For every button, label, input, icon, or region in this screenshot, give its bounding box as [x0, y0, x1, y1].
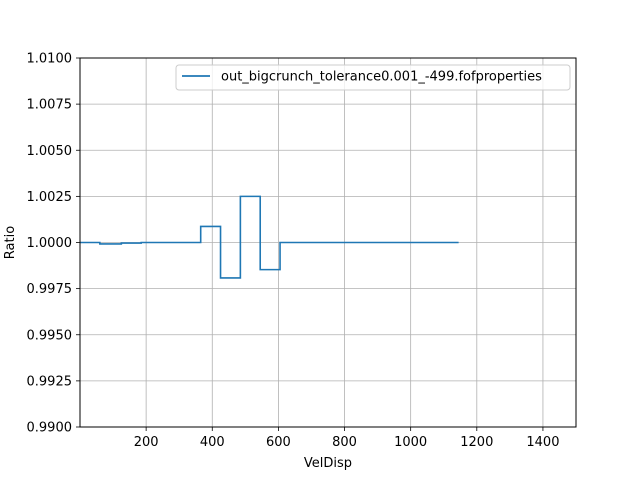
- y-tick-label: 0.9925: [27, 374, 73, 389]
- x-tick-label: 1000: [394, 435, 427, 450]
- x-tick-label: 600: [266, 435, 291, 450]
- legend-entry: out_bigcrunch_tolerance0.001_-499.fofpro…: [221, 70, 542, 85]
- y-tick-label: 1.0050: [27, 144, 73, 159]
- legend: out_bigcrunch_tolerance0.001_-499.fofpro…: [175, 64, 571, 91]
- y-tick-label: 0.9950: [27, 328, 73, 343]
- y-tick-label: 1.0025: [27, 190, 73, 205]
- series-line: [80, 195, 459, 279]
- y-tick-label: 0.9975: [27, 282, 73, 297]
- series-line-group: [80, 195, 459, 279]
- x-axis-label: VelDisp: [304, 456, 352, 471]
- y-tick-label: 1.0000: [27, 236, 73, 251]
- x-tick-label: 1200: [460, 435, 493, 450]
- legend-box: [175, 64, 571, 91]
- ticks: 200 400 600 800 1000 1200 1400 0.9900 0.9925 0.99…: [27, 52, 560, 451]
- y-tick-label: 1.0075: [27, 98, 73, 113]
- y-axis-label: Ratio: [3, 226, 18, 259]
- y-tick-label: 0.9900: [27, 421, 73, 436]
- y-tick-label: 1.0100: [27, 52, 73, 67]
- x-tick-label: 800: [332, 435, 357, 450]
- x-tick-label: 1400: [526, 435, 559, 450]
- x-tick-label: 200: [134, 435, 159, 450]
- x-tick-label: 400: [200, 435, 225, 450]
